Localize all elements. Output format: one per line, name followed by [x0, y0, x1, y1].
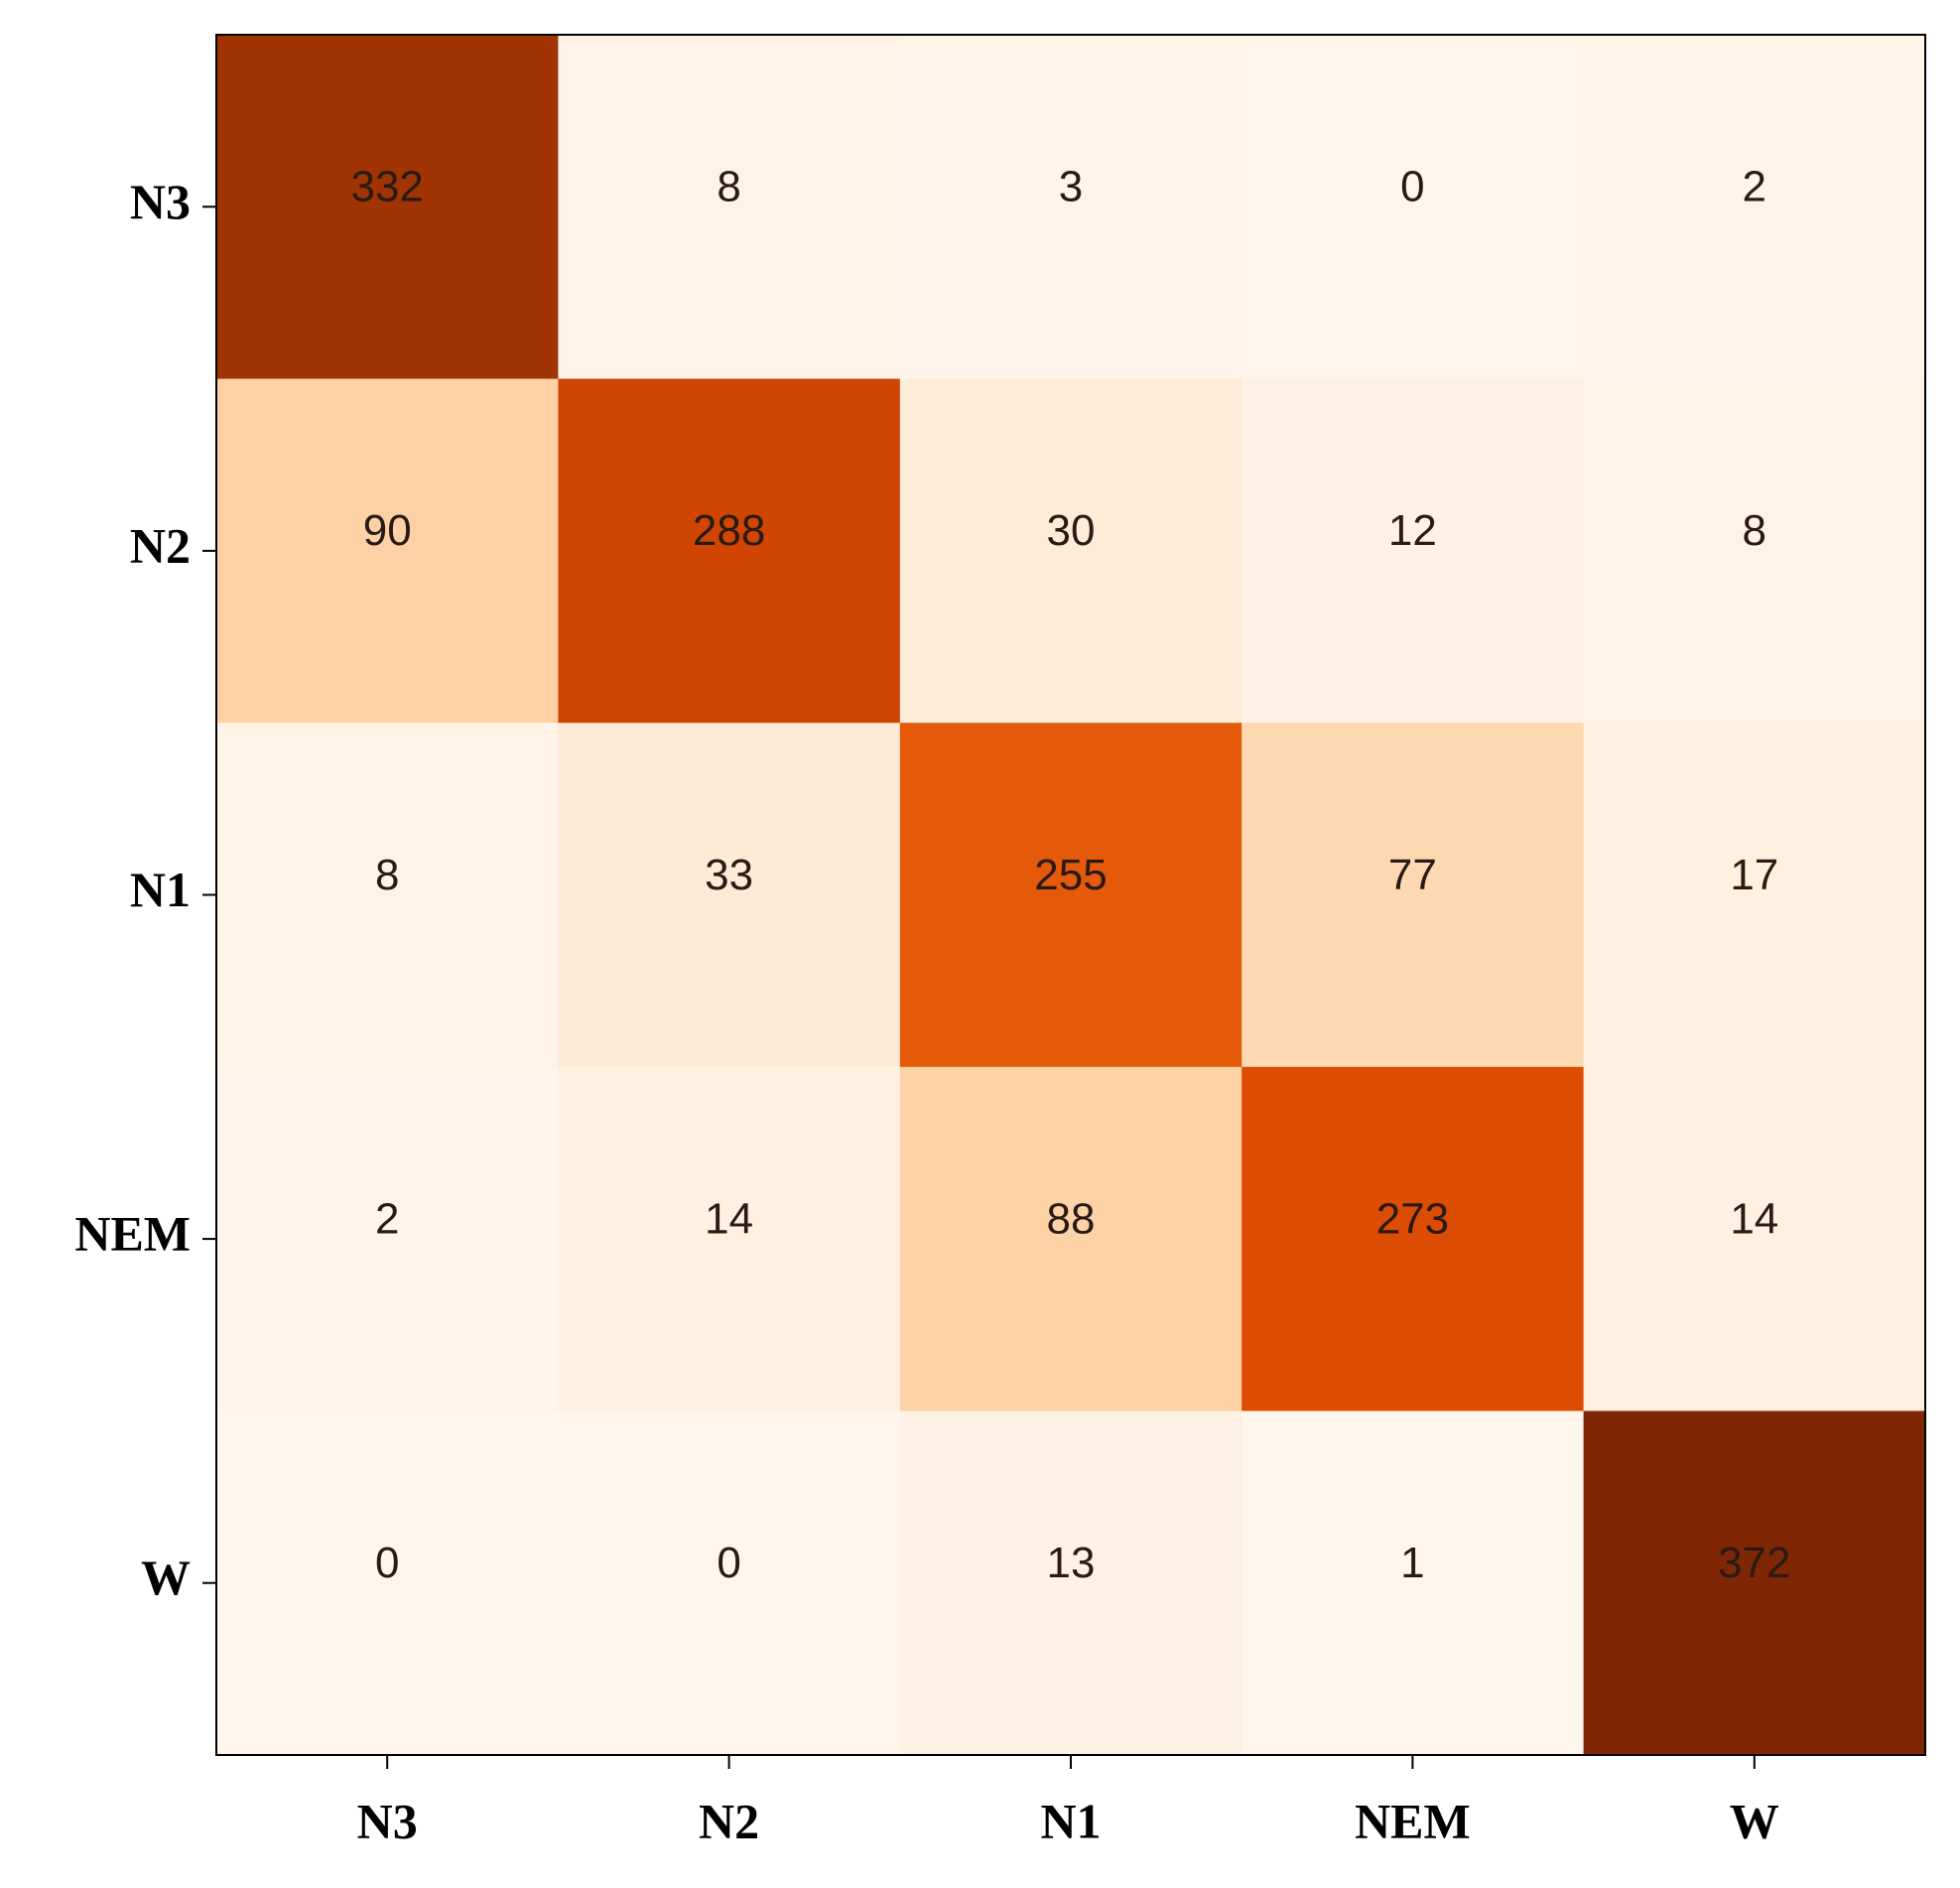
cell-label: 8 — [717, 163, 740, 211]
heatmap-cell — [216, 1411, 559, 1756]
heatmap-cell — [1583, 1411, 1926, 1756]
x-tick-label: W — [1730, 1793, 1779, 1848]
cell-label: 1 — [1400, 1539, 1424, 1587]
y-tick-label: N2 — [130, 517, 191, 573]
heatmap-cell — [558, 1411, 901, 1756]
cell-label: 88 — [1047, 1194, 1096, 1243]
x-tick-label: N3 — [357, 1793, 418, 1848]
cell-label: 332 — [350, 163, 423, 211]
y-tick-label: W — [141, 1550, 191, 1605]
cell-label: 273 — [1376, 1194, 1449, 1243]
heatmap-cell — [1241, 35, 1585, 380]
heatmap-cell — [216, 723, 559, 1068]
y-tick-label: N3 — [130, 174, 191, 229]
heatmap-cell — [1583, 378, 1926, 724]
cell-label: 90 — [363, 506, 412, 555]
heatmap-cell — [216, 378, 559, 724]
cell-label: 0 — [1400, 163, 1424, 211]
heatmap-cell — [1241, 378, 1585, 724]
heatmap-cell — [1241, 1066, 1585, 1412]
heatmap-cell — [1241, 1411, 1585, 1756]
cell-label: 0 — [717, 1539, 740, 1587]
x-tick-label: N1 — [1040, 1793, 1101, 1848]
cell-label: 255 — [1034, 851, 1107, 899]
cell-label: 12 — [1388, 506, 1437, 555]
x-tick-label: N2 — [699, 1793, 759, 1848]
cell-label: 8 — [1743, 506, 1766, 555]
cell-label: 13 — [1047, 1539, 1096, 1587]
cell-label: 77 — [1388, 851, 1437, 899]
y-tick-label: NEM — [74, 1206, 191, 1262]
heatmap-cell — [558, 35, 901, 380]
cell-label: 17 — [1730, 851, 1778, 899]
heatmap-cell — [899, 1066, 1242, 1412]
cell-label: 372 — [1718, 1539, 1790, 1587]
cell-label: 14 — [705, 1194, 753, 1243]
heatmap-cell — [1583, 723, 1926, 1068]
x-tick-label: NEM — [1355, 1793, 1471, 1848]
heatmap-cell — [1241, 723, 1585, 1068]
heatmap-cell — [1583, 35, 1926, 380]
heatmap-cell — [558, 378, 901, 724]
heatmap-cell — [899, 723, 1242, 1068]
heatmap-cell — [216, 35, 559, 380]
y-tick-label: N1 — [130, 862, 191, 917]
cell-label: 14 — [1730, 1194, 1778, 1243]
heatmap-cell — [1583, 1066, 1926, 1412]
cell-label: 30 — [1047, 506, 1096, 555]
heatmap-cell — [899, 378, 1242, 724]
cell-label: 2 — [1743, 163, 1766, 211]
heatmap-cell — [558, 723, 901, 1068]
cell-label: 288 — [693, 506, 765, 555]
heatmap-cell — [899, 1411, 1242, 1756]
heatmap-cell — [216, 1066, 559, 1412]
heatmap-cell — [899, 35, 1242, 380]
cell-label: 2 — [375, 1194, 399, 1243]
heatmap-cell — [558, 1066, 901, 1412]
cell-label: 0 — [375, 1539, 399, 1587]
cell-label: 33 — [705, 851, 753, 899]
cell-label: 8 — [375, 851, 399, 899]
cell-label: 3 — [1059, 163, 1083, 211]
